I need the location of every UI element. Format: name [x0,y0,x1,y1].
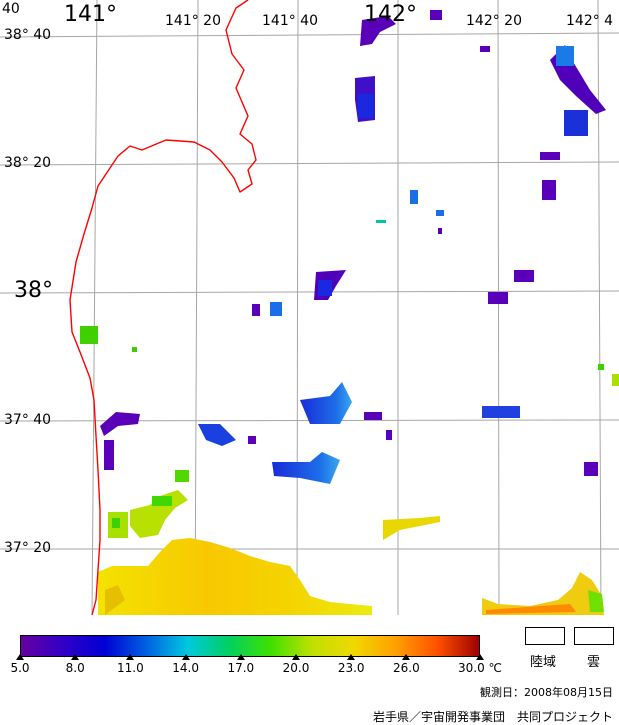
cloud-swatch [574,627,614,645]
colorbar-tick [71,654,80,660]
coastline [69,0,257,615]
lat-label-37-40: 37° 40 [4,412,52,428]
parallel-38 [0,290,619,294]
lon-label-141-40: 141° 40 [262,13,318,29]
colorbar-tick [181,654,190,660]
land-swatch [525,627,565,645]
parallel-38-20 [0,161,619,166]
colorbar-tick [16,654,24,660]
moderate-water-patches [80,220,619,540]
lat-label-38-20: 38° 20 [4,155,52,171]
temperature-legend: 5.0 8.0 11.0 14.0 17.0 20.0 23.0 26.0 30.0 ℃ 陸域 … [0,627,619,725]
sea-surface-temperature-map: 40 141° 141° 20 141° 40 142° 142° 20 142… [0,0,619,615]
warm-water-region [98,538,604,615]
colorbar-tick-label: 17.0 [227,661,255,675]
meridian-141-40 [296,0,299,615]
lon-label-142: 142° [364,2,417,27]
land-label: 陸域 [530,655,557,670]
lat-label-38: 38° [14,278,53,303]
map-canvas [0,0,619,615]
colorbar-tick-label: 8.0 [65,661,85,675]
lon-label-142-40: 142° 4 [566,13,614,29]
meridian-142-40 [597,0,602,615]
colorbar-tick-label: 23.0 [337,661,365,675]
observation-date: 観測日：2008年08月15日 [480,686,613,699]
cloud-label: 雲 [587,655,601,670]
graticule [0,0,619,615]
credit-text: 岩手県／宇宙開発事業団 共同プロジェクト [372,710,613,724]
lat-label-37-20: 37° 20 [4,540,52,556]
lon-label-141: 141° [64,2,117,27]
meridian-141-20 [194,0,199,615]
lon-label-142-20: 142° 20 [466,13,522,29]
lon-label-141-20: 141° 20 [165,13,221,29]
corner-label: 40 [2,1,20,17]
colorbar-tick-label: 11.0 [117,661,144,675]
colorbar-tick-label: 5.0 [10,661,30,675]
colorbar-tick [236,654,245,660]
parallel-38-40 [0,32,619,38]
colorbar-tick-label: 14.0 [172,661,199,675]
meridian-141 [91,0,98,615]
colorbar-tick-label: 20.0 [282,661,310,675]
colorbar-tick [476,654,484,660]
colorbar-tick [126,654,135,660]
colorbar-tick-label: 30.0 ℃ [457,661,503,675]
temperature-colorbar [20,635,480,657]
colorbar-tick [347,654,356,660]
colorbar-tick [292,654,300,660]
lat-label-38-40: 38° 40 [4,27,52,43]
colorbar-tick [402,654,411,660]
meridian-142-20 [497,0,500,615]
colorbar-tick-label: 26.0 [393,661,420,675]
cold-water-patches [100,10,606,484]
